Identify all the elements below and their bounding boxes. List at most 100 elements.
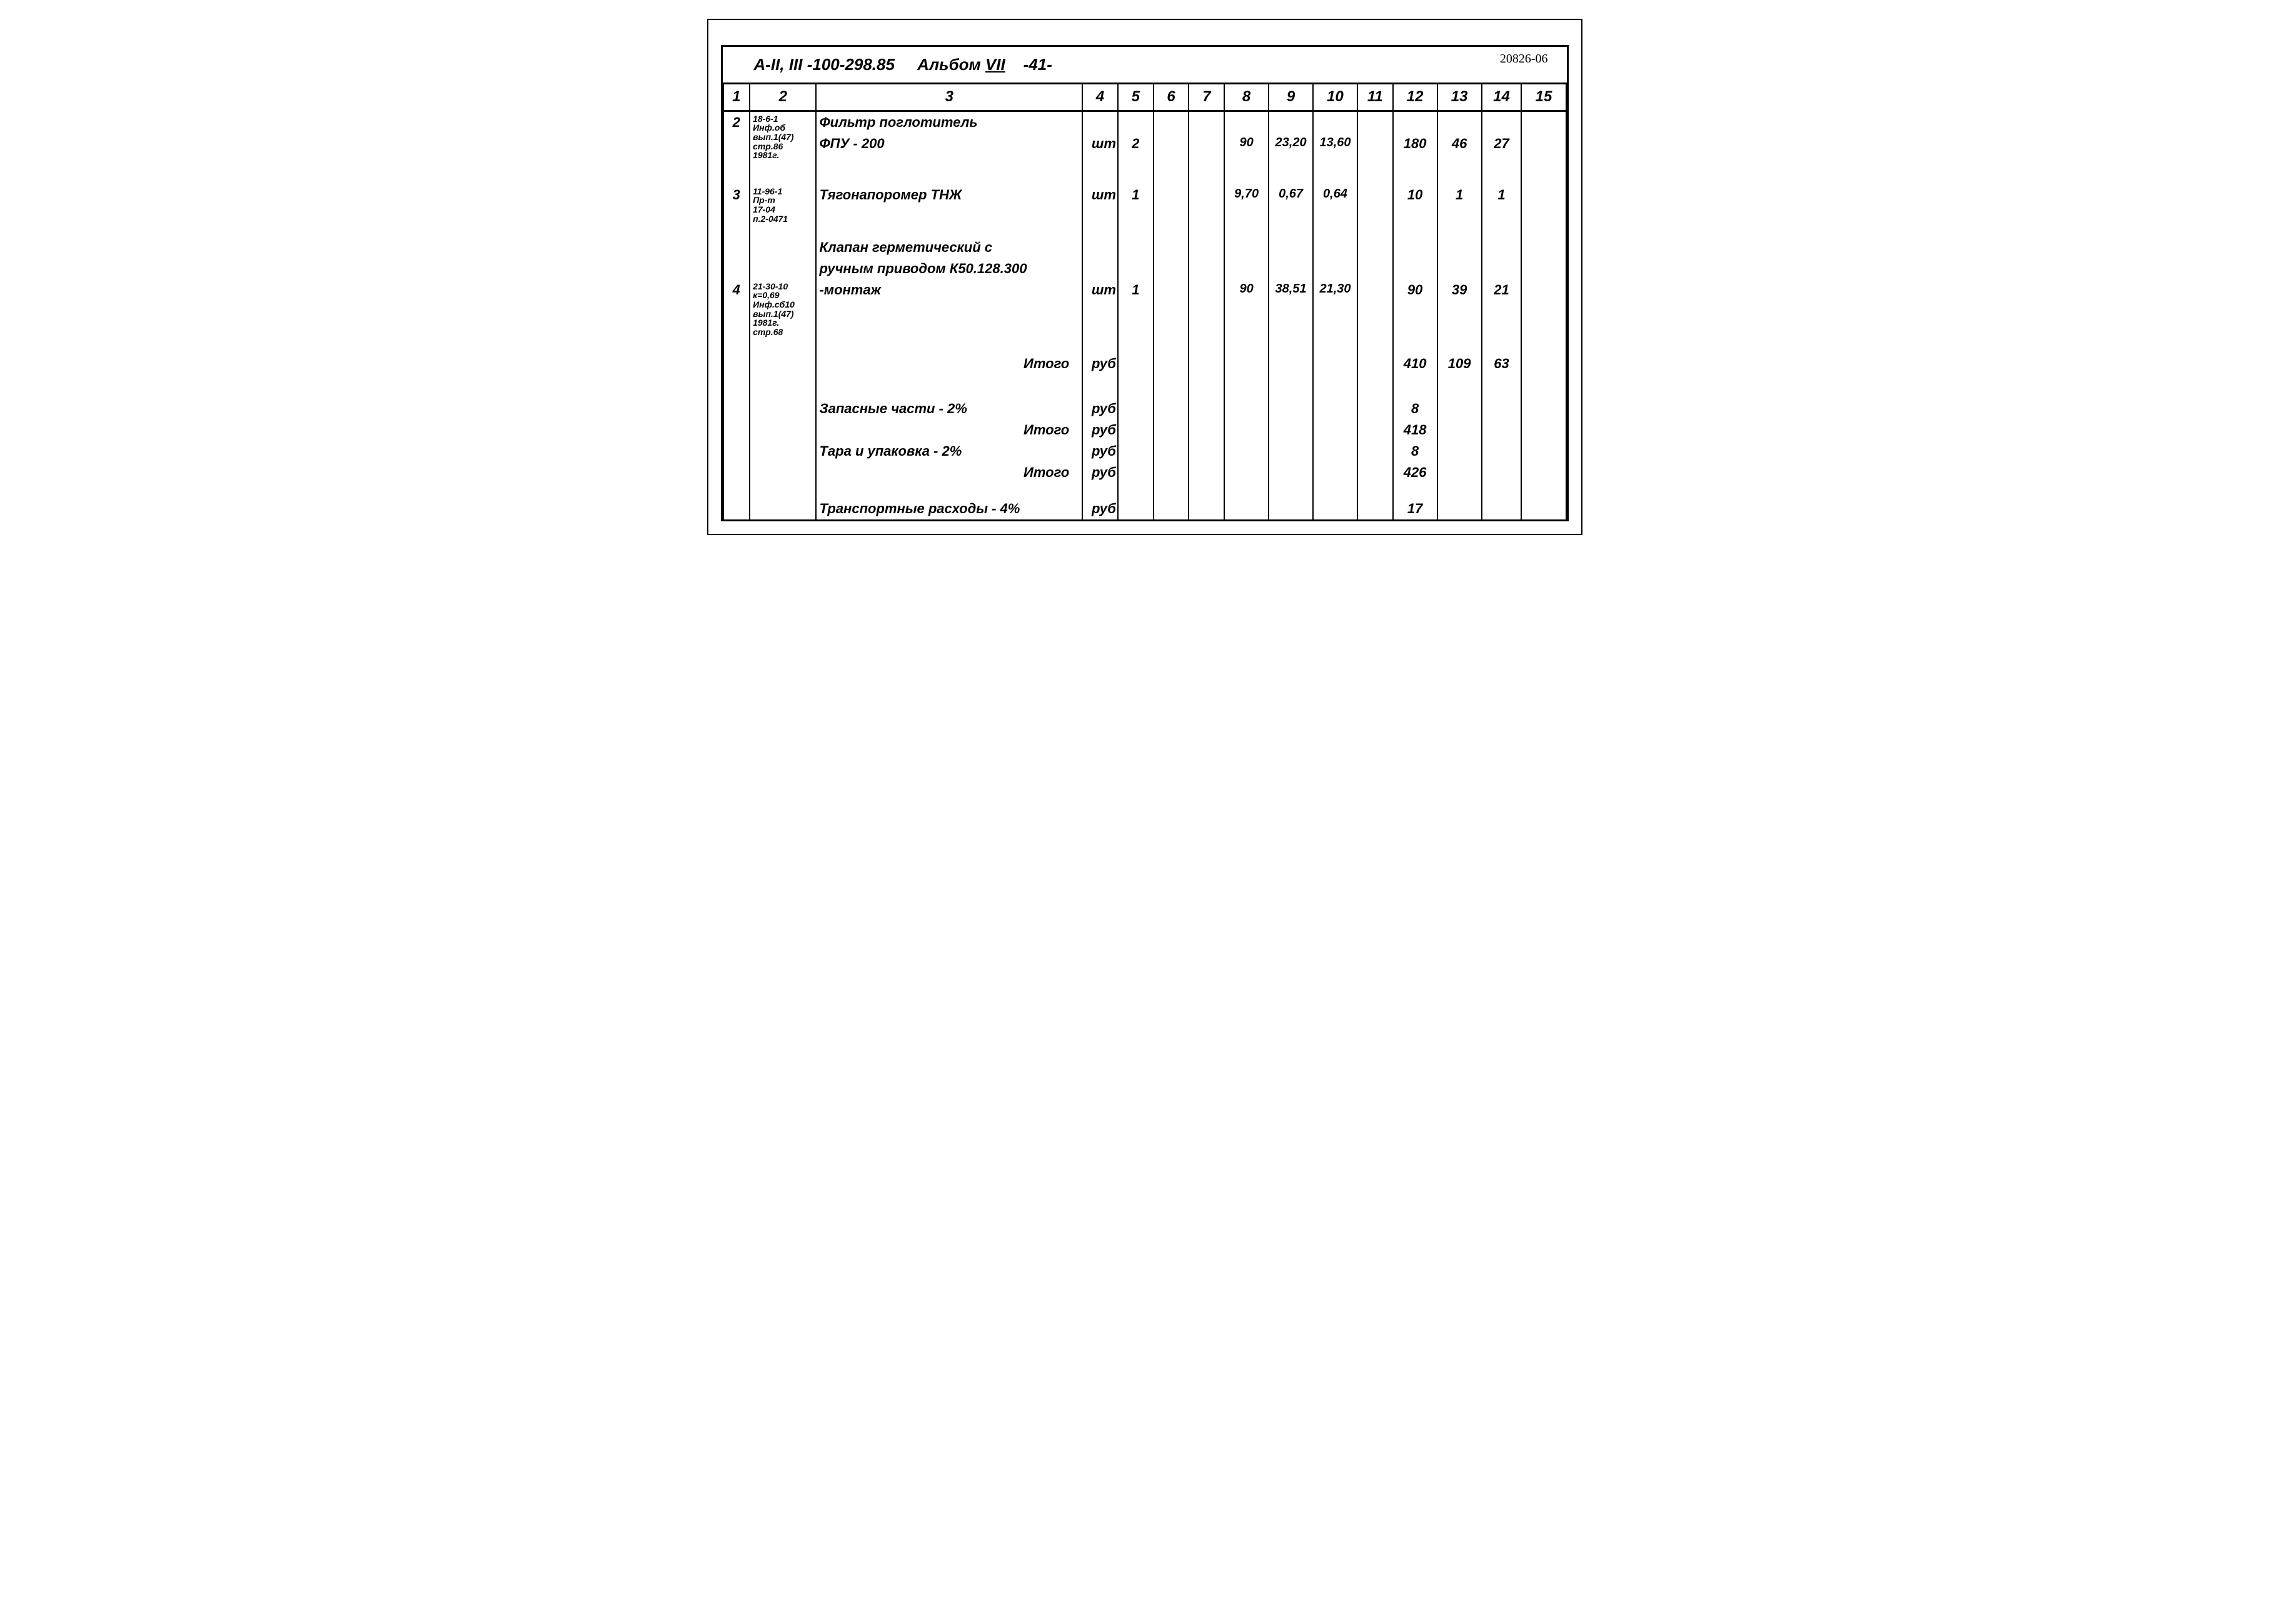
col-header-3: 3	[816, 84, 1082, 111]
cell: 8	[1393, 441, 1437, 462]
table-row: ФПУ - 200 шт 2 90 23,20 13,60 180 46 27	[723, 133, 1566, 154]
qty: 1	[1118, 279, 1154, 301]
header-row: 1 2 3 4 5 6 7 8 9 10 11 12 13 14 15	[723, 84, 1566, 111]
col-header-12: 12	[1393, 84, 1437, 111]
cell: 0,67	[1269, 184, 1313, 207]
row-description: ФПУ - 200	[816, 133, 1082, 154]
cell: 21,30	[1313, 279, 1357, 301]
cell: 27	[1482, 133, 1522, 154]
row-description: Клапан герметический с	[816, 237, 1082, 258]
col-header-13: 13	[1437, 84, 1482, 111]
cell: 426	[1393, 462, 1437, 483]
cell: 13,60	[1313, 133, 1357, 154]
row-description: -монтаж	[816, 279, 1082, 301]
row-reference: 18-6-1 Инф.об вып.1(47) стр.86 1981г.	[750, 111, 816, 184]
col-header-2: 2	[750, 84, 816, 111]
summary-label: Итого	[816, 353, 1082, 383]
document-sheet: А-II, III -100-298.85 Альбом VII -41- 20…	[721, 45, 1569, 521]
cell: 90	[1393, 279, 1437, 301]
document-number: 20826-06	[1500, 52, 1548, 66]
unit: руб	[1082, 353, 1118, 383]
row-description: ручным приводом К50.128.300	[816, 258, 1082, 279]
qty: 2	[1118, 133, 1154, 154]
col-header-6: 6	[1154, 84, 1189, 111]
cell: 23,20	[1269, 133, 1313, 154]
table-row: Клапан герметический с	[723, 237, 1566, 258]
document-title: А-II, III -100-298.85 Альбом VII -41-	[735, 55, 1554, 74]
summary-label: Тара и упаковка - 2%	[816, 441, 1082, 462]
unit: руб	[1082, 398, 1118, 419]
title-bar: А-II, III -100-298.85 Альбом VII -41- 20…	[723, 47, 1567, 84]
unit: шт	[1082, 279, 1118, 301]
cell: 9,70	[1224, 184, 1269, 207]
table-row	[723, 207, 1566, 237]
col-header-7: 7	[1189, 84, 1224, 111]
unit: шт	[1082, 184, 1118, 207]
col-header-9: 9	[1269, 84, 1313, 111]
cell: 8	[1393, 398, 1437, 419]
col-header-5: 5	[1118, 84, 1154, 111]
page-frame: А-II, III -100-298.85 Альбом VII -41- 20…	[707, 19, 1582, 535]
row-number: 3	[723, 184, 750, 207]
main-table: 1 2 3 4 5 6 7 8 9 10 11 12 13 14 15	[723, 84, 1567, 519]
cell: 1	[1437, 184, 1482, 207]
unit: шт	[1082, 133, 1118, 154]
cell: 10	[1393, 184, 1437, 207]
unit: руб	[1082, 498, 1118, 519]
row-reference: 21-30-10 к=0,69 Инф.сб10 вып.1(47) 1981г…	[750, 279, 816, 353]
table-row	[723, 483, 1566, 498]
unit: руб	[1082, 441, 1118, 462]
row-number: 2	[723, 111, 750, 133]
qty: 1	[1118, 184, 1154, 207]
table-row	[723, 154, 1566, 184]
summary-row: Тара и упаковка - 2% руб 8	[723, 441, 1566, 462]
cell: 39	[1437, 279, 1482, 301]
cell: 109	[1437, 353, 1482, 383]
title-prefix: А-II, III -100-298.85	[754, 55, 895, 74]
unit: руб	[1082, 419, 1118, 441]
col-header-11: 11	[1357, 84, 1393, 111]
summary-row: Транспортные расходы - 4% руб 17	[723, 498, 1566, 519]
table-row	[723, 383, 1566, 398]
col-header-4: 4	[1082, 84, 1118, 111]
table-row	[723, 323, 1566, 353]
col-header-8: 8	[1224, 84, 1269, 111]
col-header-14: 14	[1482, 84, 1522, 111]
cell: 1	[1482, 184, 1522, 207]
summary-label: Транспортные расходы - 4%	[816, 498, 1082, 519]
cell: 21	[1482, 279, 1522, 301]
table-row: ручным приводом К50.128.300	[723, 258, 1566, 279]
table-row: 4 21-30-10 к=0,69 Инф.сб10 вып.1(47) 198…	[723, 279, 1566, 301]
album-label: Альбом	[917, 55, 981, 74]
summary-label: Итого	[816, 462, 1082, 483]
cell: 63	[1482, 353, 1522, 383]
table-row: 2 18-6-1 Инф.об вып.1(47) стр.86 1981г. …	[723, 111, 1566, 133]
summary-label: Запасные части - 2%	[816, 398, 1082, 419]
page-number: -41-	[1024, 55, 1052, 74]
cell: 410	[1393, 353, 1437, 383]
summary-row: Итого руб 410 109 63	[723, 353, 1566, 383]
summary-row: Итого руб 426	[723, 462, 1566, 483]
cell: 0,64	[1313, 184, 1357, 207]
cell: 90	[1224, 133, 1269, 154]
table-row: 3 11-96-1 Пр-т 17-04 п.2-0471 Тягонапоро…	[723, 184, 1566, 207]
summary-label: Итого	[816, 419, 1082, 441]
row-description: Тягонапоромер ТНЖ	[816, 184, 1082, 207]
cell: 180	[1393, 133, 1437, 154]
unit: руб	[1082, 462, 1118, 483]
cell: 17	[1393, 498, 1437, 519]
cell: 418	[1393, 419, 1437, 441]
cell: 38,51	[1269, 279, 1313, 301]
summary-row: Запасные части - 2% руб 8	[723, 398, 1566, 419]
col-header-15: 15	[1521, 84, 1566, 111]
row-description: Фильтр поглотитель	[816, 111, 1082, 133]
table-row	[723, 301, 1566, 323]
cell: 46	[1437, 133, 1482, 154]
row-reference: 11-96-1 Пр-т 17-04 п.2-0471	[750, 184, 816, 237]
album-number: VII	[985, 55, 1005, 74]
col-header-1: 1	[723, 84, 750, 111]
cell: 90	[1224, 279, 1269, 301]
col-header-10: 10	[1313, 84, 1357, 111]
row-number: 4	[723, 279, 750, 301]
summary-row: Итого руб 418	[723, 419, 1566, 441]
